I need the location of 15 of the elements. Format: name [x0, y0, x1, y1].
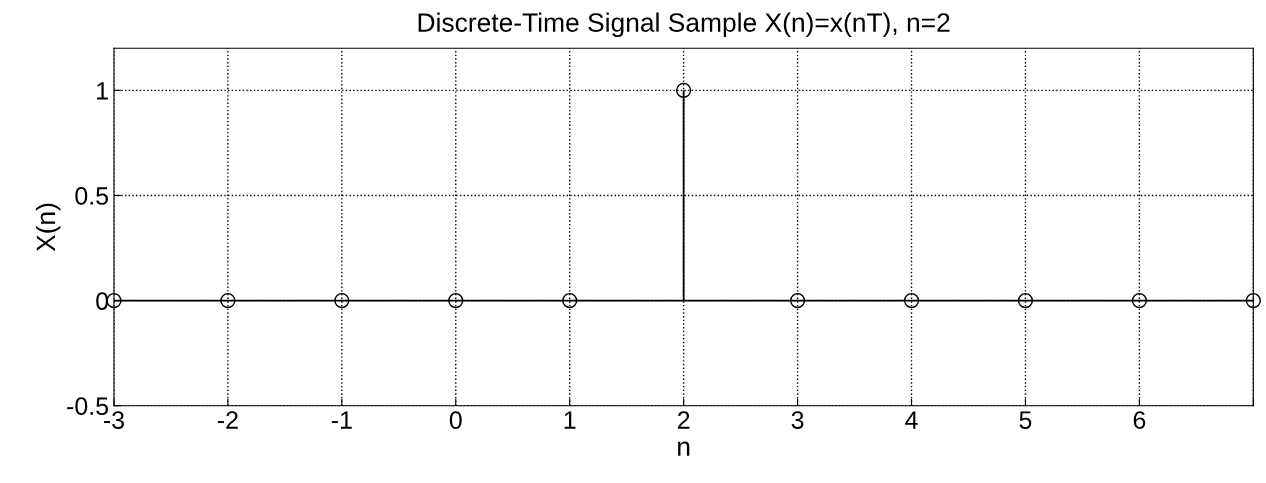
x-tick-label: 6 — [1133, 411, 1146, 429]
y-tick-label: 0.5 — [75, 187, 109, 205]
x-axis-title: n — [678, 441, 690, 456]
x-tick-label: 3 — [791, 411, 804, 429]
y-tick-label: 1 — [97, 82, 108, 100]
x-tick-label: 4 — [905, 411, 918, 429]
chart-title: Discrete-Time Signal Sample X(n)=x(nT), n=2 — [418, 12, 950, 38]
x-tick-label: -2 — [217, 411, 238, 429]
x-tick-label: -1 — [331, 411, 352, 429]
y-tick-label: 0 — [96, 292, 109, 310]
x-tick-label: 1 — [564, 411, 576, 429]
x-tick-label: 5 — [1019, 411, 1032, 429]
x-tick-label: 2 — [677, 411, 690, 429]
x-tick-label: 0 — [449, 411, 462, 429]
y-axis-title: X(n) — [35, 203, 61, 252]
